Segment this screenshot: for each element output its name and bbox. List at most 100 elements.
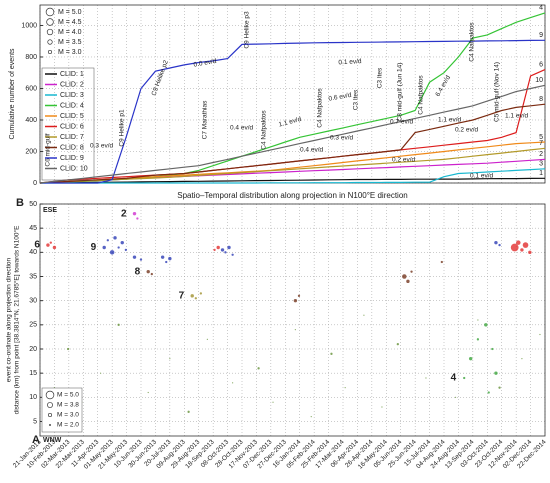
event-marker bbox=[293, 298, 298, 303]
event-marker bbox=[294, 329, 296, 331]
size-legend-marker bbox=[47, 402, 53, 408]
size-legend-label: M = 3.0 bbox=[57, 412, 79, 419]
cluster-label: 6 bbox=[34, 240, 40, 251]
event-marker bbox=[498, 386, 501, 389]
series-line bbox=[39, 84, 546, 184]
event-marker bbox=[406, 279, 410, 284]
legend-box bbox=[41, 67, 95, 181]
event-marker bbox=[487, 391, 490, 394]
annotation: 1.1 ev/d bbox=[505, 113, 529, 120]
end-label: 10 bbox=[535, 77, 543, 84]
end-label: 5 bbox=[539, 134, 543, 141]
event-marker bbox=[484, 323, 488, 327]
event-marker bbox=[206, 338, 208, 340]
size-legend-label: M = 3.8 bbox=[57, 402, 79, 409]
cluster-label: 2 bbox=[121, 208, 127, 219]
annotation: 0.6 ev/d bbox=[328, 92, 352, 103]
panel-label: A bbox=[32, 434, 40, 446]
end-label: 4 bbox=[539, 5, 543, 12]
y-tick-label: 40 bbox=[29, 249, 37, 256]
event-marker bbox=[468, 356, 473, 361]
event-marker bbox=[106, 239, 109, 242]
event-marker bbox=[187, 410, 190, 413]
event-marker bbox=[49, 241, 52, 244]
annotation: 0.4 ev/d bbox=[230, 125, 254, 132]
event-marker bbox=[440, 260, 443, 264]
y-tick-label: 5 bbox=[33, 418, 37, 425]
annotation: C8 mid-gulf (Jun 14) bbox=[397, 63, 404, 122]
event-marker bbox=[216, 245, 220, 250]
event-marker bbox=[227, 245, 231, 250]
event-marker bbox=[454, 396, 457, 398]
event-marker bbox=[516, 240, 521, 245]
series-line bbox=[39, 147, 546, 184]
event-marker bbox=[410, 270, 413, 273]
event-marker bbox=[476, 338, 480, 341]
y-tick-label: 45 bbox=[29, 225, 37, 232]
annotation: 0.4 ev/d bbox=[300, 147, 324, 154]
legend-label: CLID: 5 bbox=[60, 113, 84, 120]
y-tick-label: 400 bbox=[25, 117, 37, 124]
event-marker bbox=[297, 294, 301, 297]
end-label: 2 bbox=[539, 151, 543, 158]
event-marker bbox=[136, 217, 139, 220]
event-marker bbox=[494, 240, 498, 245]
cluster-label: 9 bbox=[91, 242, 97, 253]
event-marker bbox=[165, 260, 168, 264]
annotation: 0.1 ev/d bbox=[338, 58, 362, 66]
event-marker bbox=[169, 358, 171, 360]
size-legend-label: M = 4.5 bbox=[58, 19, 82, 26]
event-marker bbox=[232, 382, 234, 384]
annotation: C6 mid-gulf bbox=[45, 133, 52, 166]
event-marker bbox=[477, 319, 479, 321]
size-legend-box bbox=[41, 387, 83, 433]
y-tick-label: 50 bbox=[29, 201, 37, 208]
event-marker bbox=[168, 256, 172, 261]
size-legend-label: M = 5.0 bbox=[57, 392, 79, 399]
annotation: 1.1 ev/d bbox=[278, 116, 303, 129]
event-marker bbox=[310, 416, 312, 418]
event-marker bbox=[344, 387, 346, 389]
plot-frame bbox=[39, 203, 546, 437]
size-legend-label: M = 3.0 bbox=[58, 49, 82, 56]
size-legend-marker bbox=[49, 424, 51, 426]
annotation: C4 Nafpaktos bbox=[261, 110, 268, 150]
legend-label: CLID: 3 bbox=[60, 92, 84, 99]
size-legend-marker bbox=[46, 28, 54, 36]
event-marker bbox=[132, 255, 137, 259]
event-marker bbox=[510, 243, 519, 252]
annotation: 0.2 ev/d bbox=[392, 157, 416, 164]
y-tick-label: 10 bbox=[29, 394, 37, 401]
size-legend-marker bbox=[47, 412, 53, 418]
event-marker bbox=[160, 255, 165, 259]
cluster-label: 4 bbox=[451, 373, 457, 384]
annotation: C4 Nafpaktos bbox=[317, 88, 324, 128]
event-marker bbox=[220, 248, 225, 252]
legend-label: CLID: 2 bbox=[60, 81, 84, 88]
size-legend-marker bbox=[47, 49, 53, 55]
y-axis-title: event co-ordinate along projection direc… bbox=[6, 257, 13, 382]
y-tick-label: 800 bbox=[25, 54, 37, 61]
direction-label: ESE bbox=[43, 207, 57, 214]
cluster-label: 8 bbox=[135, 266, 141, 277]
size-legend-label: M = 2.0 bbox=[57, 422, 79, 429]
event-marker bbox=[147, 391, 149, 394]
event-marker bbox=[139, 258, 143, 261]
end-label: 8 bbox=[539, 96, 543, 103]
event-marker bbox=[146, 269, 150, 274]
event-marker bbox=[257, 367, 260, 370]
event-marker bbox=[402, 274, 407, 279]
size-legend-marker bbox=[45, 390, 55, 400]
event-marker bbox=[528, 250, 532, 255]
event-marker bbox=[520, 248, 524, 252]
event-marker bbox=[330, 352, 333, 355]
event-marker bbox=[120, 240, 124, 245]
size-legend-marker bbox=[47, 39, 53, 45]
annotation: 0.3 ev/d bbox=[90, 143, 114, 150]
end-label: 9 bbox=[539, 32, 543, 39]
event-marker bbox=[498, 243, 501, 247]
annotation: 0.3 ev/d bbox=[330, 135, 354, 142]
annotation: C5 mid-gulf (Nov 14) bbox=[494, 62, 501, 122]
event-marker bbox=[100, 372, 102, 374]
